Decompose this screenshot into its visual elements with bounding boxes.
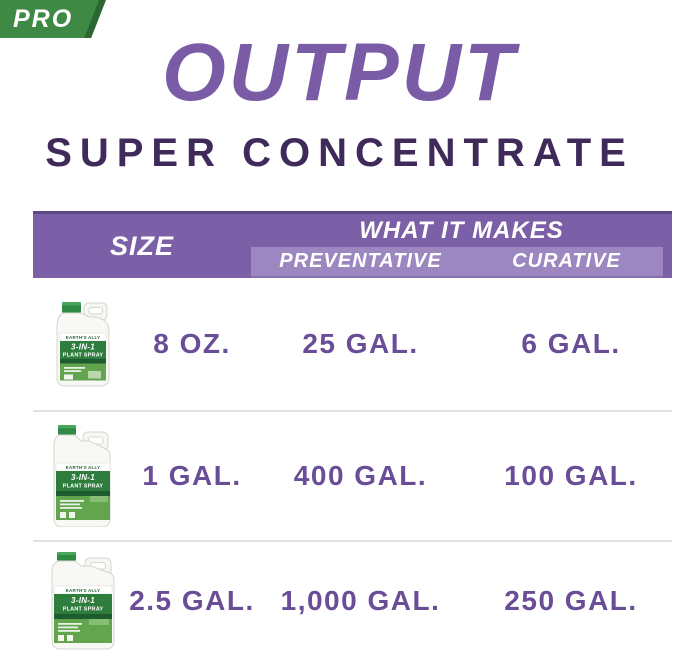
bottle-line2-text: PLANT SPRAY (63, 484, 104, 490)
label-main-band (54, 593, 112, 614)
sub-header-bar: PREVENTATIVE CURATIVE (251, 247, 663, 278)
label-main-band (56, 471, 110, 491)
product-bottle-2-5gal-image: EARTH'S ALLY 3-IN-1 PLANT SPRAY (51, 551, 115, 649)
bottle-line2-text: PLANT SPRAY (63, 353, 104, 359)
pro-badge-label: PRO (13, 4, 74, 33)
label-badge (88, 371, 101, 379)
curative-column-header: CURATIVE (512, 250, 621, 272)
bottle-brand-text: EARTH'S ALLY (66, 588, 100, 593)
label-badge (69, 512, 75, 518)
label-bullet-line (60, 507, 82, 509)
product-bottle-8oz-image: EARTH'S ALLY 3-IN-1 PLANT SPRAY (56, 302, 110, 387)
label-dark-band (54, 613, 112, 619)
label-bullet-line (64, 370, 81, 372)
preventative-value: 400 GAL. (293, 460, 428, 491)
product-bottle-1gal-image: EARTH'S ALLY 3-IN-1 PLANT SPRAY (53, 425, 111, 527)
bottle-cap-top (62, 302, 81, 306)
bottle-cap-top (57, 551, 76, 555)
bottle-line1-text: 3-IN-1 (71, 596, 95, 605)
curative-value: 6 GAL. (521, 328, 621, 359)
size-column-header: SIZE (33, 214, 251, 278)
label-badge (90, 496, 108, 502)
label-main-band (60, 341, 106, 359)
page-subtitle: SUPER CONCENTRATE (45, 131, 634, 175)
label-badge (89, 618, 109, 625)
page-title: OUTPUT (161, 27, 518, 118)
bottle-line1-text: 3-IN-1 (71, 473, 95, 482)
label-bullet-line (58, 629, 80, 632)
pro-ribbon-face: PRO (0, 0, 99, 38)
size-value: 1 GAL. (142, 460, 242, 491)
curative-value: 100 GAL. (504, 460, 638, 491)
bottle-cap-top (58, 425, 76, 429)
table-header: SIZE WHAT IT MAKES PREVENTATIVE CURATIVE (33, 211, 672, 278)
label-bullet-line (64, 367, 85, 369)
label-badge (67, 634, 73, 641)
label-bullet-line (60, 503, 80, 506)
curative-value: 250 GAL. (504, 584, 638, 616)
label-dark-band (56, 491, 110, 496)
label-dark-band (60, 359, 106, 364)
label-badge (64, 374, 73, 380)
what-it-makes-header-group: WHAT IT MAKES PREVENTATIVE CURATIVE (251, 214, 672, 278)
preventative-column-header: PREVENTATIVE (279, 250, 442, 272)
label-bullet-line (60, 500, 84, 502)
group-header: WHAT IT MAKES (359, 216, 564, 244)
size-value: 2.5 GAL. (129, 584, 255, 616)
bottle-brand-text: EARTH'S ALLY (66, 465, 100, 470)
size-value: 8 OZ. (153, 328, 231, 359)
label-bullet-line (58, 626, 78, 628)
table-row: EARTH'S ALLY 3-IN-1 PLANT SPRAY 1 GAL. 4… (33, 410, 672, 540)
preventative-value: 25 GAL. (302, 328, 419, 359)
preventative-value: 1,000 GAL. (280, 584, 441, 616)
label-badge (58, 634, 64, 641)
table-row: EARTH'S ALLY 3-IN-1 PLANT SPRAY 8 OZ. 25… (33, 278, 672, 410)
label-bullet-line (58, 622, 82, 625)
bottle-brand-text: EARTH'S ALLY (66, 335, 100, 340)
table-row: EARTH'S ALLY 3-IN-1 PLANT SPRAY 2.5 GAL.… (33, 540, 672, 659)
bottle-line2-text: PLANT SPRAY (63, 606, 104, 612)
sub-header-row: PREVENTATIVE CURATIVE (251, 247, 672, 278)
label-badge (60, 512, 66, 518)
pro-ribbon-badge: PRO (0, 0, 106, 38)
bottle-line1-text: 3-IN-1 (71, 343, 95, 352)
